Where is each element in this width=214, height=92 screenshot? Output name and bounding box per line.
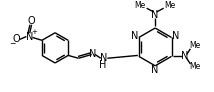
Text: N: N — [152, 65, 159, 75]
Text: Me: Me — [190, 62, 201, 71]
Text: Me: Me — [134, 1, 146, 10]
Text: O: O — [13, 34, 20, 44]
Text: H: H — [99, 60, 107, 70]
Text: O: O — [28, 16, 35, 26]
Text: N: N — [152, 10, 159, 20]
Text: Me: Me — [190, 41, 201, 51]
Text: N: N — [26, 32, 33, 41]
Text: −: − — [9, 40, 16, 49]
Text: N: N — [89, 49, 96, 59]
Text: N: N — [172, 31, 179, 41]
Text: +: + — [31, 29, 37, 35]
Text: N: N — [100, 53, 108, 63]
Text: Me: Me — [165, 1, 176, 10]
Text: N: N — [181, 51, 189, 61]
Text: N: N — [131, 31, 139, 41]
